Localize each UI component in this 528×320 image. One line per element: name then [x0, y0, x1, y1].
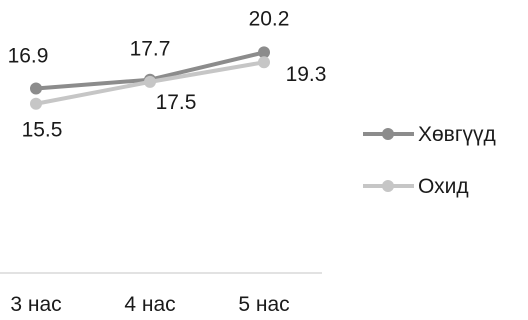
x-tick-label: 4 нас	[124, 293, 175, 316]
data-label: 17.7	[130, 38, 171, 61]
data-label: 15.5	[22, 119, 63, 142]
legend: Хөвгүүд Охид	[363, 123, 496, 198]
x-tick-labels: 3 нас 4 нас 5 нас	[10, 293, 289, 316]
data-label: 17.5	[156, 91, 197, 114]
data-point	[30, 82, 42, 95]
data-point	[30, 97, 42, 110]
data-label: 20.2	[249, 7, 290, 30]
legend-label: Хөвгүүд	[418, 123, 496, 146]
legend-swatch-marker	[382, 180, 394, 192]
data-point	[144, 75, 156, 88]
data-point	[258, 46, 270, 59]
x-tick-label: 5 нас	[238, 293, 289, 316]
data-label: 19.3	[286, 63, 327, 86]
legend-swatch-marker	[382, 128, 394, 140]
legend-item-boys: Хөвгүүд	[363, 123, 496, 146]
legend-item-girls: Охид	[363, 175, 469, 198]
legend-label: Охид	[418, 175, 469, 198]
data-label: 16.9	[8, 44, 49, 67]
data-labels: 16.9 17.7 20.2 15.5 17.5 19.3	[8, 7, 327, 141]
data-point	[258, 56, 270, 69]
series-layer	[30, 46, 270, 110]
x-tick-label: 3 нас	[10, 293, 61, 316]
